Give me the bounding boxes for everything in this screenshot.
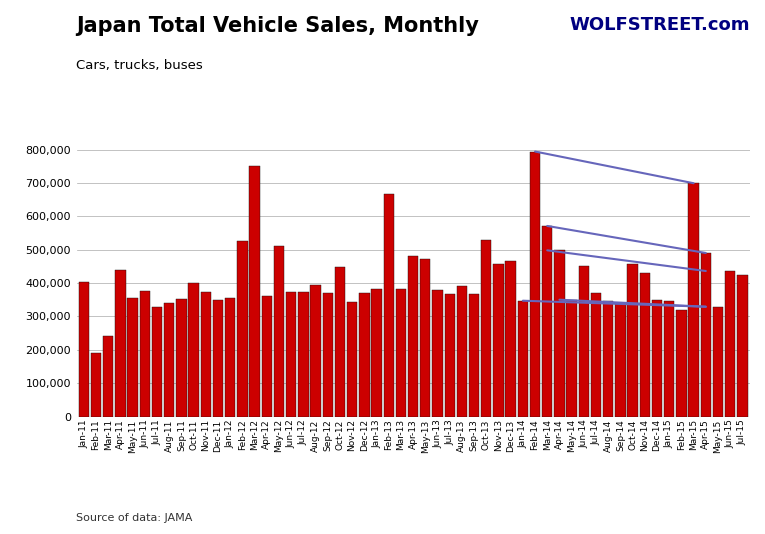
Bar: [323, 293, 333, 417]
Bar: [566, 300, 577, 417]
Bar: [676, 310, 686, 417]
Bar: [603, 301, 614, 417]
Bar: [225, 298, 236, 417]
Bar: [420, 259, 431, 417]
Bar: [701, 253, 711, 417]
Bar: [91, 353, 101, 417]
Bar: [139, 292, 150, 417]
Bar: [578, 266, 589, 417]
Text: Source of data: JAMA: Source of data: JAMA: [76, 513, 193, 523]
Bar: [555, 250, 565, 417]
Bar: [359, 293, 369, 417]
Bar: [737, 274, 747, 417]
Bar: [615, 304, 626, 417]
Bar: [493, 264, 503, 417]
Bar: [664, 301, 675, 417]
Bar: [652, 300, 662, 417]
Bar: [688, 183, 698, 417]
Bar: [335, 267, 345, 417]
Bar: [396, 289, 406, 417]
Text: WOLFSTREET.com: WOLFSTREET.com: [569, 16, 750, 34]
Bar: [542, 226, 552, 417]
Bar: [506, 261, 516, 417]
Bar: [627, 264, 638, 417]
Bar: [444, 294, 455, 417]
Bar: [432, 289, 443, 417]
Bar: [298, 292, 308, 417]
Bar: [457, 286, 467, 417]
Bar: [213, 300, 223, 417]
Bar: [383, 194, 394, 417]
Bar: [591, 293, 601, 417]
Bar: [311, 285, 321, 417]
Bar: [371, 289, 382, 417]
Bar: [249, 166, 260, 417]
Bar: [713, 307, 723, 417]
Bar: [116, 270, 125, 417]
Text: Japan Total Vehicle Sales, Monthly: Japan Total Vehicle Sales, Monthly: [76, 16, 480, 36]
Bar: [237, 241, 248, 417]
Bar: [176, 299, 187, 417]
Bar: [79, 282, 89, 417]
Bar: [640, 273, 650, 417]
Bar: [530, 152, 540, 417]
Text: Cars, trucks, buses: Cars, trucks, buses: [76, 59, 203, 72]
Bar: [408, 256, 418, 417]
Bar: [481, 240, 491, 417]
Bar: [725, 271, 735, 417]
Bar: [151, 308, 162, 417]
Bar: [200, 292, 211, 417]
Bar: [347, 302, 357, 417]
Bar: [469, 294, 479, 417]
Bar: [188, 284, 199, 417]
Bar: [103, 336, 113, 417]
Bar: [274, 246, 284, 417]
Bar: [286, 292, 296, 417]
Bar: [164, 303, 174, 417]
Bar: [128, 298, 138, 417]
Bar: [262, 296, 272, 417]
Bar: [518, 301, 528, 417]
